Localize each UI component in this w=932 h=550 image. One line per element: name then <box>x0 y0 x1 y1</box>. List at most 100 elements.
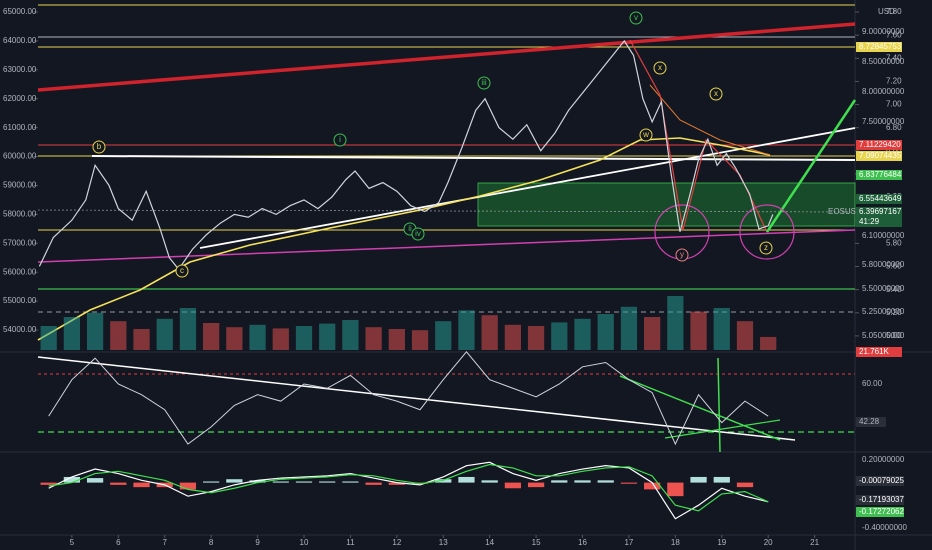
y-tick-label: 6.60 <box>886 146 902 155</box>
volume-bar <box>644 317 661 350</box>
macd-hist <box>527 482 545 488</box>
moving-average <box>649 84 771 156</box>
x-tick-label: 15 <box>532 538 541 547</box>
x-tick-label: 21 <box>810 538 819 547</box>
volume-bar <box>504 324 522 350</box>
rsi-trend-line <box>37 356 796 441</box>
x-tick-label: 9 <box>255 538 260 547</box>
wave-label-circle <box>477 76 491 90</box>
price-badge <box>856 207 902 217</box>
volume-bar <box>295 326 313 350</box>
y-tick-label: 59000.00 <box>3 181 37 190</box>
macd-hist <box>86 478 104 483</box>
wave-label-circle <box>653 61 667 75</box>
y-tick-label: 64000.00 <box>3 36 37 45</box>
price-badge <box>856 140 902 150</box>
volume-bar <box>435 321 452 350</box>
macd-badge <box>856 507 904 517</box>
macd-hist <box>481 480 498 483</box>
volume-bar <box>365 327 382 350</box>
macd-hist <box>365 482 382 485</box>
volume-bar <box>203 323 220 350</box>
volume-bar <box>226 327 243 350</box>
y-tick-label: 55000.00 <box>3 296 37 305</box>
volume-bar <box>667 296 684 350</box>
x-tick-label: 10 <box>300 538 309 547</box>
price-badge <box>856 42 902 52</box>
y-tick-label: 8.50000000 <box>862 57 905 66</box>
wave-label: b <box>97 142 102 151</box>
price-badge-label: 7.11229420 <box>859 140 901 149</box>
volume-bar <box>249 324 266 350</box>
y-tick-label: 5.20 <box>886 308 902 317</box>
volume-bar <box>272 328 289 350</box>
zone-box <box>477 182 856 227</box>
x-tick-label: 11 <box>346 538 355 547</box>
y-tick-label: 5.25000000 <box>862 307 905 316</box>
volume-bar <box>63 317 81 350</box>
macd-hist <box>620 482 638 484</box>
macd-hist <box>40 482 57 485</box>
macd-hist <box>133 482 150 488</box>
y-tick-label: 56000.00 <box>3 267 37 276</box>
rsi-badge-label: 42.28 <box>859 417 880 426</box>
macd-hist <box>504 482 522 489</box>
y-tick-label: 60000.00 <box>3 152 37 161</box>
x-tick-label: 8 <box>209 538 214 547</box>
macd-hist <box>458 476 475 483</box>
wave-label: x <box>658 63 662 72</box>
macd-hist <box>597 480 614 483</box>
volume-badge <box>856 347 902 357</box>
volume-bar <box>388 329 405 350</box>
y-tick-label: 5.40 <box>886 285 902 294</box>
price-badge-label: 6.39697167 <box>859 207 902 216</box>
y-tick-label: 0.20000000 <box>862 455 905 464</box>
x-tick-label: 14 <box>485 538 494 547</box>
wave-label: w <box>642 130 649 139</box>
wave-label: z <box>764 243 768 252</box>
rsi-line <box>48 351 769 446</box>
macd-hist <box>179 482 197 490</box>
y-tick-label: 5.80 <box>886 238 902 247</box>
wave-label: y <box>680 250 684 259</box>
y-tick-label: 7.80 <box>886 7 902 16</box>
price-badge-label: 41:29 <box>859 217 880 226</box>
macd-hist <box>110 482 127 485</box>
wave-label: i <box>339 135 341 144</box>
volume-bar <box>133 329 150 350</box>
volume-bar <box>481 315 498 350</box>
y-tick-label: 6.10000000 <box>862 231 905 240</box>
projection-line <box>765 99 857 233</box>
macd-badge-label: -0.00079025 <box>859 476 904 485</box>
volume-bar <box>342 320 359 350</box>
y-tick-label: 7.40 <box>886 53 902 62</box>
macd-hist <box>644 482 661 490</box>
symbol-badge: EOSUSD <box>828 207 862 216</box>
wave-label-circle <box>175 264 189 278</box>
wave-label: c <box>180 266 184 275</box>
macd-badge-label: -0.17193037 <box>859 495 904 504</box>
macd-hist <box>295 481 313 483</box>
y-tick-label: 54000.00 <box>3 325 37 334</box>
y-tick-label: 7.20 <box>886 77 902 86</box>
volume-bar <box>86 312 104 350</box>
y-tick-label: 5.60 <box>886 262 902 271</box>
macd-badge <box>856 495 904 505</box>
x-tick-label: 7 <box>163 538 168 547</box>
volume-bar <box>690 311 707 350</box>
x-tick-label: 17 <box>624 538 633 547</box>
price-badge-label: 8.72845753 <box>859 42 902 51</box>
macd-badge <box>856 476 904 486</box>
volume-bar <box>110 321 127 350</box>
signal-line <box>48 463 769 512</box>
y-tick-label: 7.60 <box>886 30 902 39</box>
volume-bar <box>458 310 475 350</box>
macd-hist <box>551 480 568 483</box>
x-tick-label: 16 <box>578 538 587 547</box>
y-tick-label: 9.00000000 <box>862 27 905 36</box>
volume-bar <box>574 318 591 350</box>
volume-bar <box>760 336 777 350</box>
macd-hist <box>63 476 81 483</box>
volume-bar <box>620 306 638 350</box>
